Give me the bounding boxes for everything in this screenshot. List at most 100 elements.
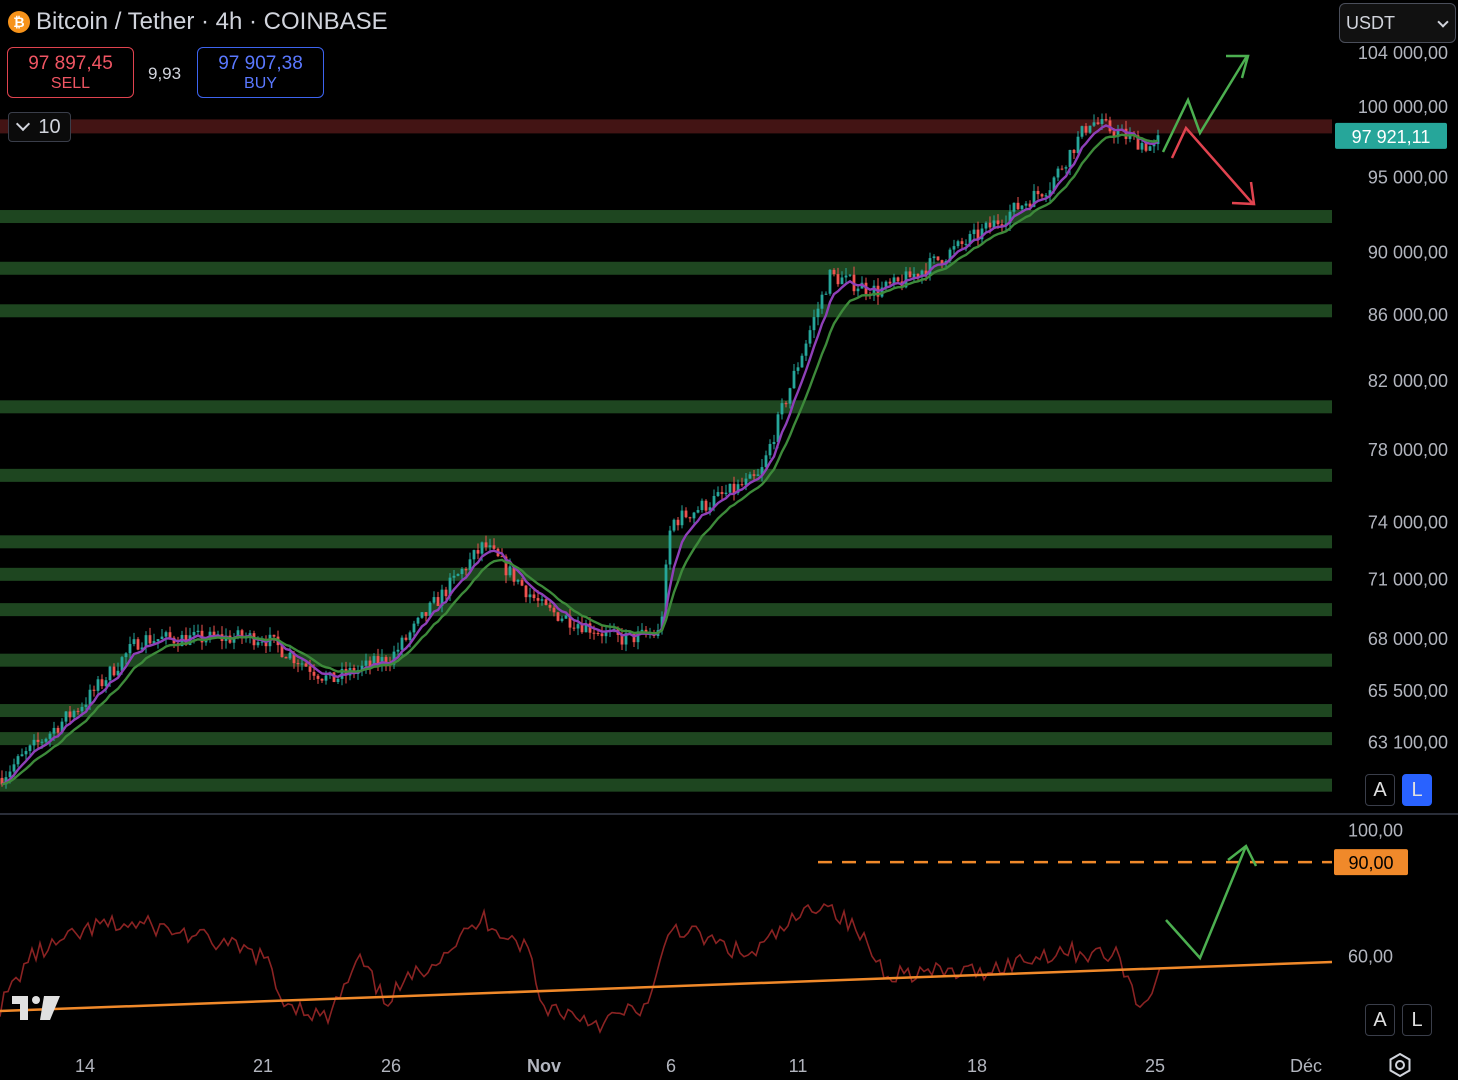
candle-body bbox=[512, 566, 516, 582]
candle-body bbox=[980, 228, 984, 240]
candle-body bbox=[116, 670, 120, 676]
candle-body bbox=[316, 675, 320, 679]
candle-body bbox=[544, 599, 548, 605]
rsi-log-scale-button[interactable]: L bbox=[1402, 1004, 1432, 1036]
price-log-scale-button[interactable]: L bbox=[1402, 774, 1432, 806]
rsi-axis: 100,00 60,00 90,00 bbox=[1334, 821, 1408, 967]
time-tick-label: Nov bbox=[527, 1056, 561, 1076]
candle-body bbox=[52, 727, 56, 734]
candle-body bbox=[12, 764, 16, 772]
candle-body bbox=[664, 564, 668, 617]
candle-body bbox=[1024, 203, 1028, 206]
rsi-arrowhead bbox=[1227, 844, 1258, 867]
candle-body bbox=[132, 639, 136, 645]
chevron-down-icon bbox=[1437, 16, 1449, 28]
candle-body bbox=[976, 229, 980, 240]
candle-body bbox=[892, 277, 896, 284]
candle-body bbox=[140, 647, 144, 650]
candle-body bbox=[460, 569, 464, 575]
indicators-toggle[interactable]: 10 bbox=[8, 112, 71, 142]
candle-body bbox=[524, 585, 528, 598]
time-tick-label: 26 bbox=[381, 1056, 401, 1076]
candle-body bbox=[1020, 205, 1024, 210]
candle-body bbox=[720, 492, 724, 495]
price-tick-label: 82 000,00 bbox=[1368, 371, 1448, 391]
sell-button[interactable]: 97 897,45 SELL bbox=[7, 47, 134, 98]
candle-body bbox=[256, 642, 260, 646]
candle-body bbox=[584, 623, 588, 633]
candle-body bbox=[940, 260, 944, 264]
chevron-down-icon bbox=[16, 116, 31, 132]
candle-body bbox=[20, 754, 24, 757]
price-tick-label: 74 000,00 bbox=[1368, 513, 1448, 533]
candle-body bbox=[592, 632, 596, 634]
price-auto-scale-button[interactable]: A bbox=[1365, 774, 1395, 806]
rsi-pane bbox=[0, 844, 1333, 1035]
candle-body bbox=[1052, 177, 1056, 191]
candle-body bbox=[780, 403, 784, 415]
candle-body bbox=[872, 285, 876, 296]
candle-body bbox=[680, 510, 684, 526]
candle-body bbox=[428, 602, 432, 616]
last-price-label: 97 921,11 bbox=[1352, 127, 1431, 147]
support-zone bbox=[0, 400, 1332, 414]
candle-body bbox=[796, 367, 800, 371]
candle-body bbox=[904, 271, 908, 288]
currency-select[interactable]: USDT bbox=[1339, 3, 1456, 43]
candle-body bbox=[128, 644, 132, 654]
candle-body bbox=[448, 577, 452, 597]
price-tick-label: 95 000,00 bbox=[1368, 168, 1448, 188]
candle-body bbox=[48, 733, 52, 739]
time-tick-label: 11 bbox=[789, 1056, 808, 1076]
price-tick-label: 65 500,00 bbox=[1368, 681, 1448, 701]
rsi-level-badge bbox=[1334, 849, 1408, 876]
price-tick-label: 104 000,00 bbox=[1358, 43, 1448, 63]
candle-body bbox=[0, 777, 4, 785]
candle-body bbox=[424, 612, 428, 616]
candle-body bbox=[88, 689, 92, 705]
candle-body bbox=[432, 597, 436, 603]
candle-body bbox=[212, 631, 216, 637]
settings-gear-icon[interactable] bbox=[1388, 1053, 1412, 1077]
candle-body bbox=[884, 281, 888, 288]
candle-body bbox=[888, 281, 892, 284]
candle-body bbox=[1104, 119, 1108, 121]
candle-body bbox=[144, 635, 148, 648]
candle-body bbox=[1060, 168, 1064, 170]
symbol-title[interactable]: ₿ Bitcoin / Tether · 4h · COINBASE bbox=[8, 8, 388, 36]
candle-body bbox=[32, 739, 36, 746]
candle-body bbox=[1144, 143, 1148, 151]
buy-button[interactable]: 97 907,38 BUY bbox=[197, 47, 324, 98]
candle-body bbox=[932, 256, 936, 259]
candle-body bbox=[380, 657, 384, 666]
rsi-auto-scale-button[interactable]: A bbox=[1365, 1004, 1395, 1036]
candle-body bbox=[40, 741, 44, 743]
candle-body bbox=[232, 637, 236, 643]
rsi-bullish-arrow bbox=[1165, 845, 1248, 961]
time-tick-label: 6 bbox=[666, 1056, 676, 1076]
candle-body bbox=[1032, 190, 1036, 207]
candle-body bbox=[568, 615, 572, 628]
candle-body bbox=[236, 630, 240, 638]
title-text: Bitcoin / Tether · 4h · COINBASE bbox=[36, 8, 388, 35]
candle-body bbox=[240, 630, 244, 639]
candle-body bbox=[848, 274, 852, 276]
candle-body bbox=[672, 519, 676, 531]
candle-body bbox=[808, 330, 812, 344]
candle-body bbox=[560, 618, 564, 621]
candle-body bbox=[624, 633, 628, 645]
candle-body bbox=[928, 258, 932, 276]
bullish-arrowhead bbox=[1226, 54, 1250, 79]
candle-body bbox=[960, 241, 964, 244]
candle-body bbox=[1072, 149, 1076, 153]
candle-body bbox=[136, 639, 140, 650]
candle-body bbox=[336, 678, 340, 683]
candle-body bbox=[324, 675, 328, 681]
candle-body bbox=[28, 745, 32, 752]
candle-body bbox=[704, 500, 708, 511]
candle-body bbox=[736, 484, 740, 494]
candle-body bbox=[36, 739, 40, 742]
candle-body bbox=[260, 641, 264, 643]
candle-body bbox=[716, 492, 720, 496]
